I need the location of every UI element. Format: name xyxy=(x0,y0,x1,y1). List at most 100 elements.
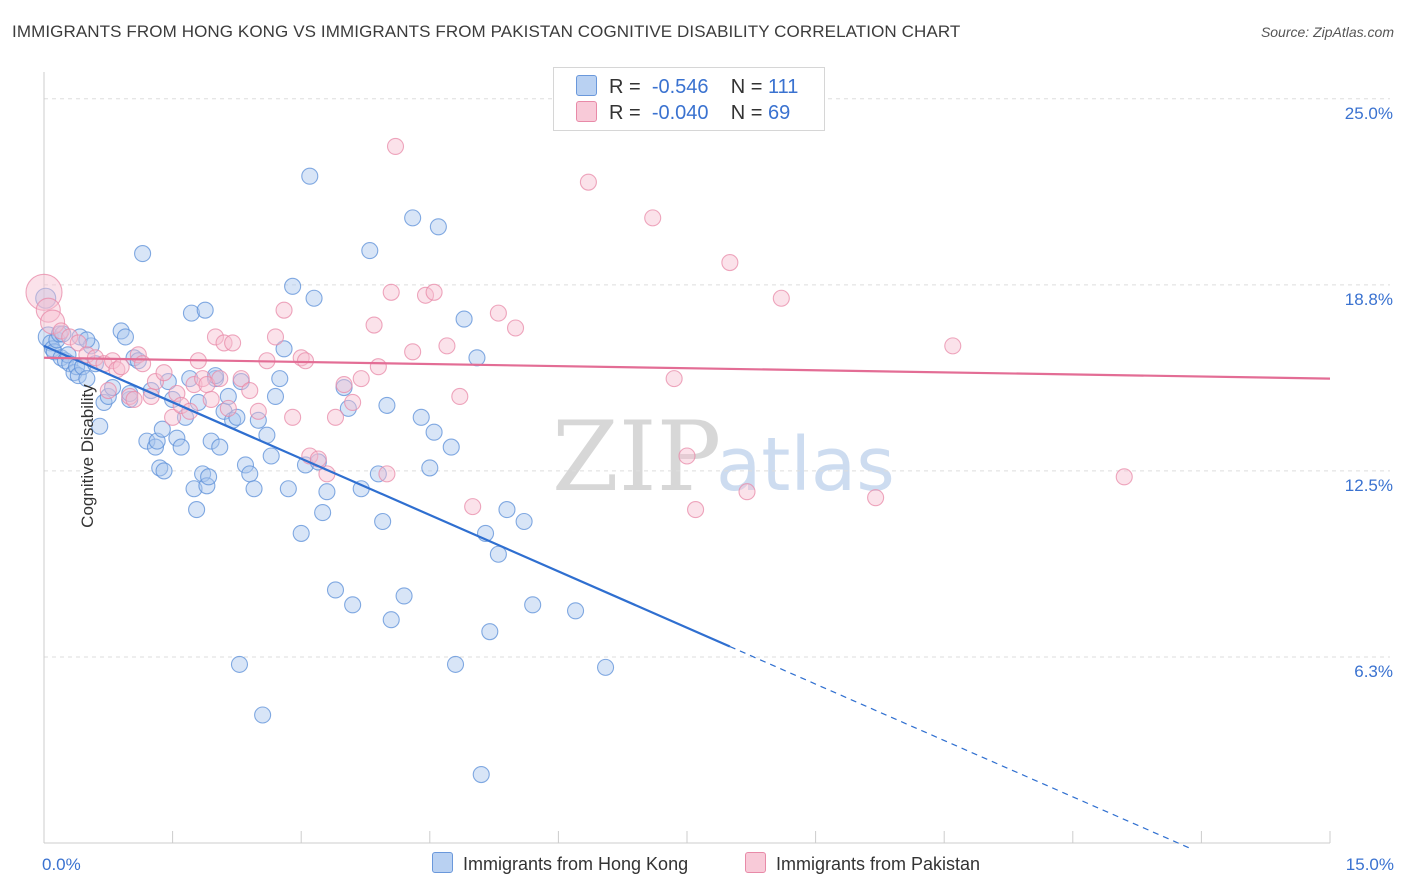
legend-swatch-blue xyxy=(576,75,597,96)
pakistan-point xyxy=(296,352,315,370)
pakistan-point xyxy=(99,381,117,400)
pakistan-point xyxy=(40,309,66,335)
pakistan-point xyxy=(104,352,122,370)
pakistan-point xyxy=(185,376,203,394)
hong-kong-point xyxy=(78,370,96,388)
pakistan-point xyxy=(326,408,345,426)
hong-kong-point xyxy=(318,483,336,501)
watermark-zip: ZIP xyxy=(552,401,721,513)
pakistan-point xyxy=(738,483,756,501)
hong-kong-point xyxy=(159,373,177,391)
x-tick-label: 0.0% xyxy=(42,855,81,874)
pakistan-point xyxy=(241,381,259,400)
pakistan-point xyxy=(25,273,63,311)
hong-kong-point xyxy=(429,218,447,236)
pakistan-trend-line xyxy=(43,356,1331,380)
pakistan-point xyxy=(579,173,597,191)
pakistan-point xyxy=(202,390,220,409)
hong-kong-point xyxy=(404,209,422,227)
pakistan-point xyxy=(867,489,885,507)
pakistan-point xyxy=(232,370,250,388)
legend-r-label: R = xyxy=(609,76,641,98)
pakistan-point xyxy=(506,319,525,337)
pakistan-point xyxy=(438,337,456,355)
pakistan-point xyxy=(386,137,405,155)
hong-kong-point xyxy=(189,393,207,411)
pakistan-point xyxy=(284,408,302,426)
hong-kong-point xyxy=(382,611,400,629)
watermark-atlas: atlas xyxy=(716,422,895,508)
pakistan-point xyxy=(215,334,233,352)
pakistan-point xyxy=(772,289,790,307)
hong-kong-point xyxy=(271,370,289,388)
pakistan-point xyxy=(425,283,443,301)
hong-kong-point xyxy=(275,340,293,358)
bottom-legend-label: Immigrants from Pakistan xyxy=(776,854,981,874)
pakistan-point xyxy=(275,301,293,319)
hong-kong-point xyxy=(425,423,443,441)
hong-kong-point xyxy=(468,349,486,367)
legend-swatch-pink xyxy=(576,101,597,122)
pakistan-point xyxy=(219,399,237,417)
hong-kong-point xyxy=(472,765,490,784)
hong-kong-trend-line xyxy=(43,344,731,648)
hong-kong-point xyxy=(245,480,263,498)
hong-kong-point xyxy=(284,277,302,295)
pakistan-point xyxy=(61,328,79,346)
hong-kong-point xyxy=(314,504,332,522)
legend-n-value: 111 xyxy=(768,76,799,98)
hong-kong-point xyxy=(228,408,246,426)
hong-kong-point xyxy=(262,447,280,465)
bottom-legend-hong-kong: Immigrants from Hong Kong xyxy=(432,852,688,875)
hong-kong-point xyxy=(421,459,439,477)
legend-r-label: R = xyxy=(609,102,641,124)
pakistan-point xyxy=(352,370,370,388)
hong-kong-point xyxy=(211,438,229,456)
bottom-legend-label: Immigrants from Hong Kong xyxy=(463,854,689,874)
y-tick-label: 12.5% xyxy=(1345,476,1393,495)
pakistan-point xyxy=(335,376,353,394)
hong-kong-point xyxy=(369,465,387,483)
pakistan-point xyxy=(266,328,285,346)
pakistan-point xyxy=(211,370,229,388)
hong-kong-point xyxy=(196,301,214,319)
legend-n-value: 69 xyxy=(768,102,791,124)
hong-kong-point xyxy=(91,417,109,435)
legend-row-hong-kong: R = -0.546 N = 111 xyxy=(576,75,798,99)
hong-kong-point xyxy=(202,432,220,450)
legend-n-label: N = xyxy=(730,102,763,124)
pakistan-point xyxy=(249,402,267,420)
pakistan-point xyxy=(52,322,70,340)
pakistan-point xyxy=(464,498,482,516)
pakistan-point xyxy=(365,316,383,334)
hong-kong-point xyxy=(446,655,465,673)
hong-kong-trend-extension xyxy=(729,645,1194,851)
hong-kong-point xyxy=(374,512,392,531)
pakistan-point xyxy=(665,370,683,388)
hong-kong-point xyxy=(219,387,237,406)
hong-kong-point xyxy=(138,432,156,450)
hong-kong-point xyxy=(378,396,396,414)
pakistan-point xyxy=(678,447,696,465)
pakistan-point xyxy=(224,334,242,352)
hong-kong-point xyxy=(241,465,259,483)
bottom-legend-pakistan: Immigrants from Pakistan xyxy=(745,852,980,875)
hong-kong-point xyxy=(254,706,272,724)
hong-kong-point xyxy=(185,480,203,498)
pakistan-point xyxy=(451,387,469,406)
hong-kong-point xyxy=(455,310,473,328)
pakistan-point xyxy=(382,283,400,301)
pakistan-point xyxy=(369,358,387,376)
hong-kong-point xyxy=(305,289,323,307)
hong-kong-point xyxy=(301,167,319,185)
hong-kong-point xyxy=(344,596,362,614)
legend-r-value: -0.040 xyxy=(651,102,709,124)
pakistan-point xyxy=(206,328,225,346)
pakistan-point xyxy=(125,390,143,409)
hong-kong-point xyxy=(200,468,218,486)
hong-kong-point xyxy=(292,524,310,542)
pakistan-point xyxy=(404,343,422,361)
hong-kong-point xyxy=(116,328,134,346)
hong-kong-point xyxy=(230,655,249,673)
